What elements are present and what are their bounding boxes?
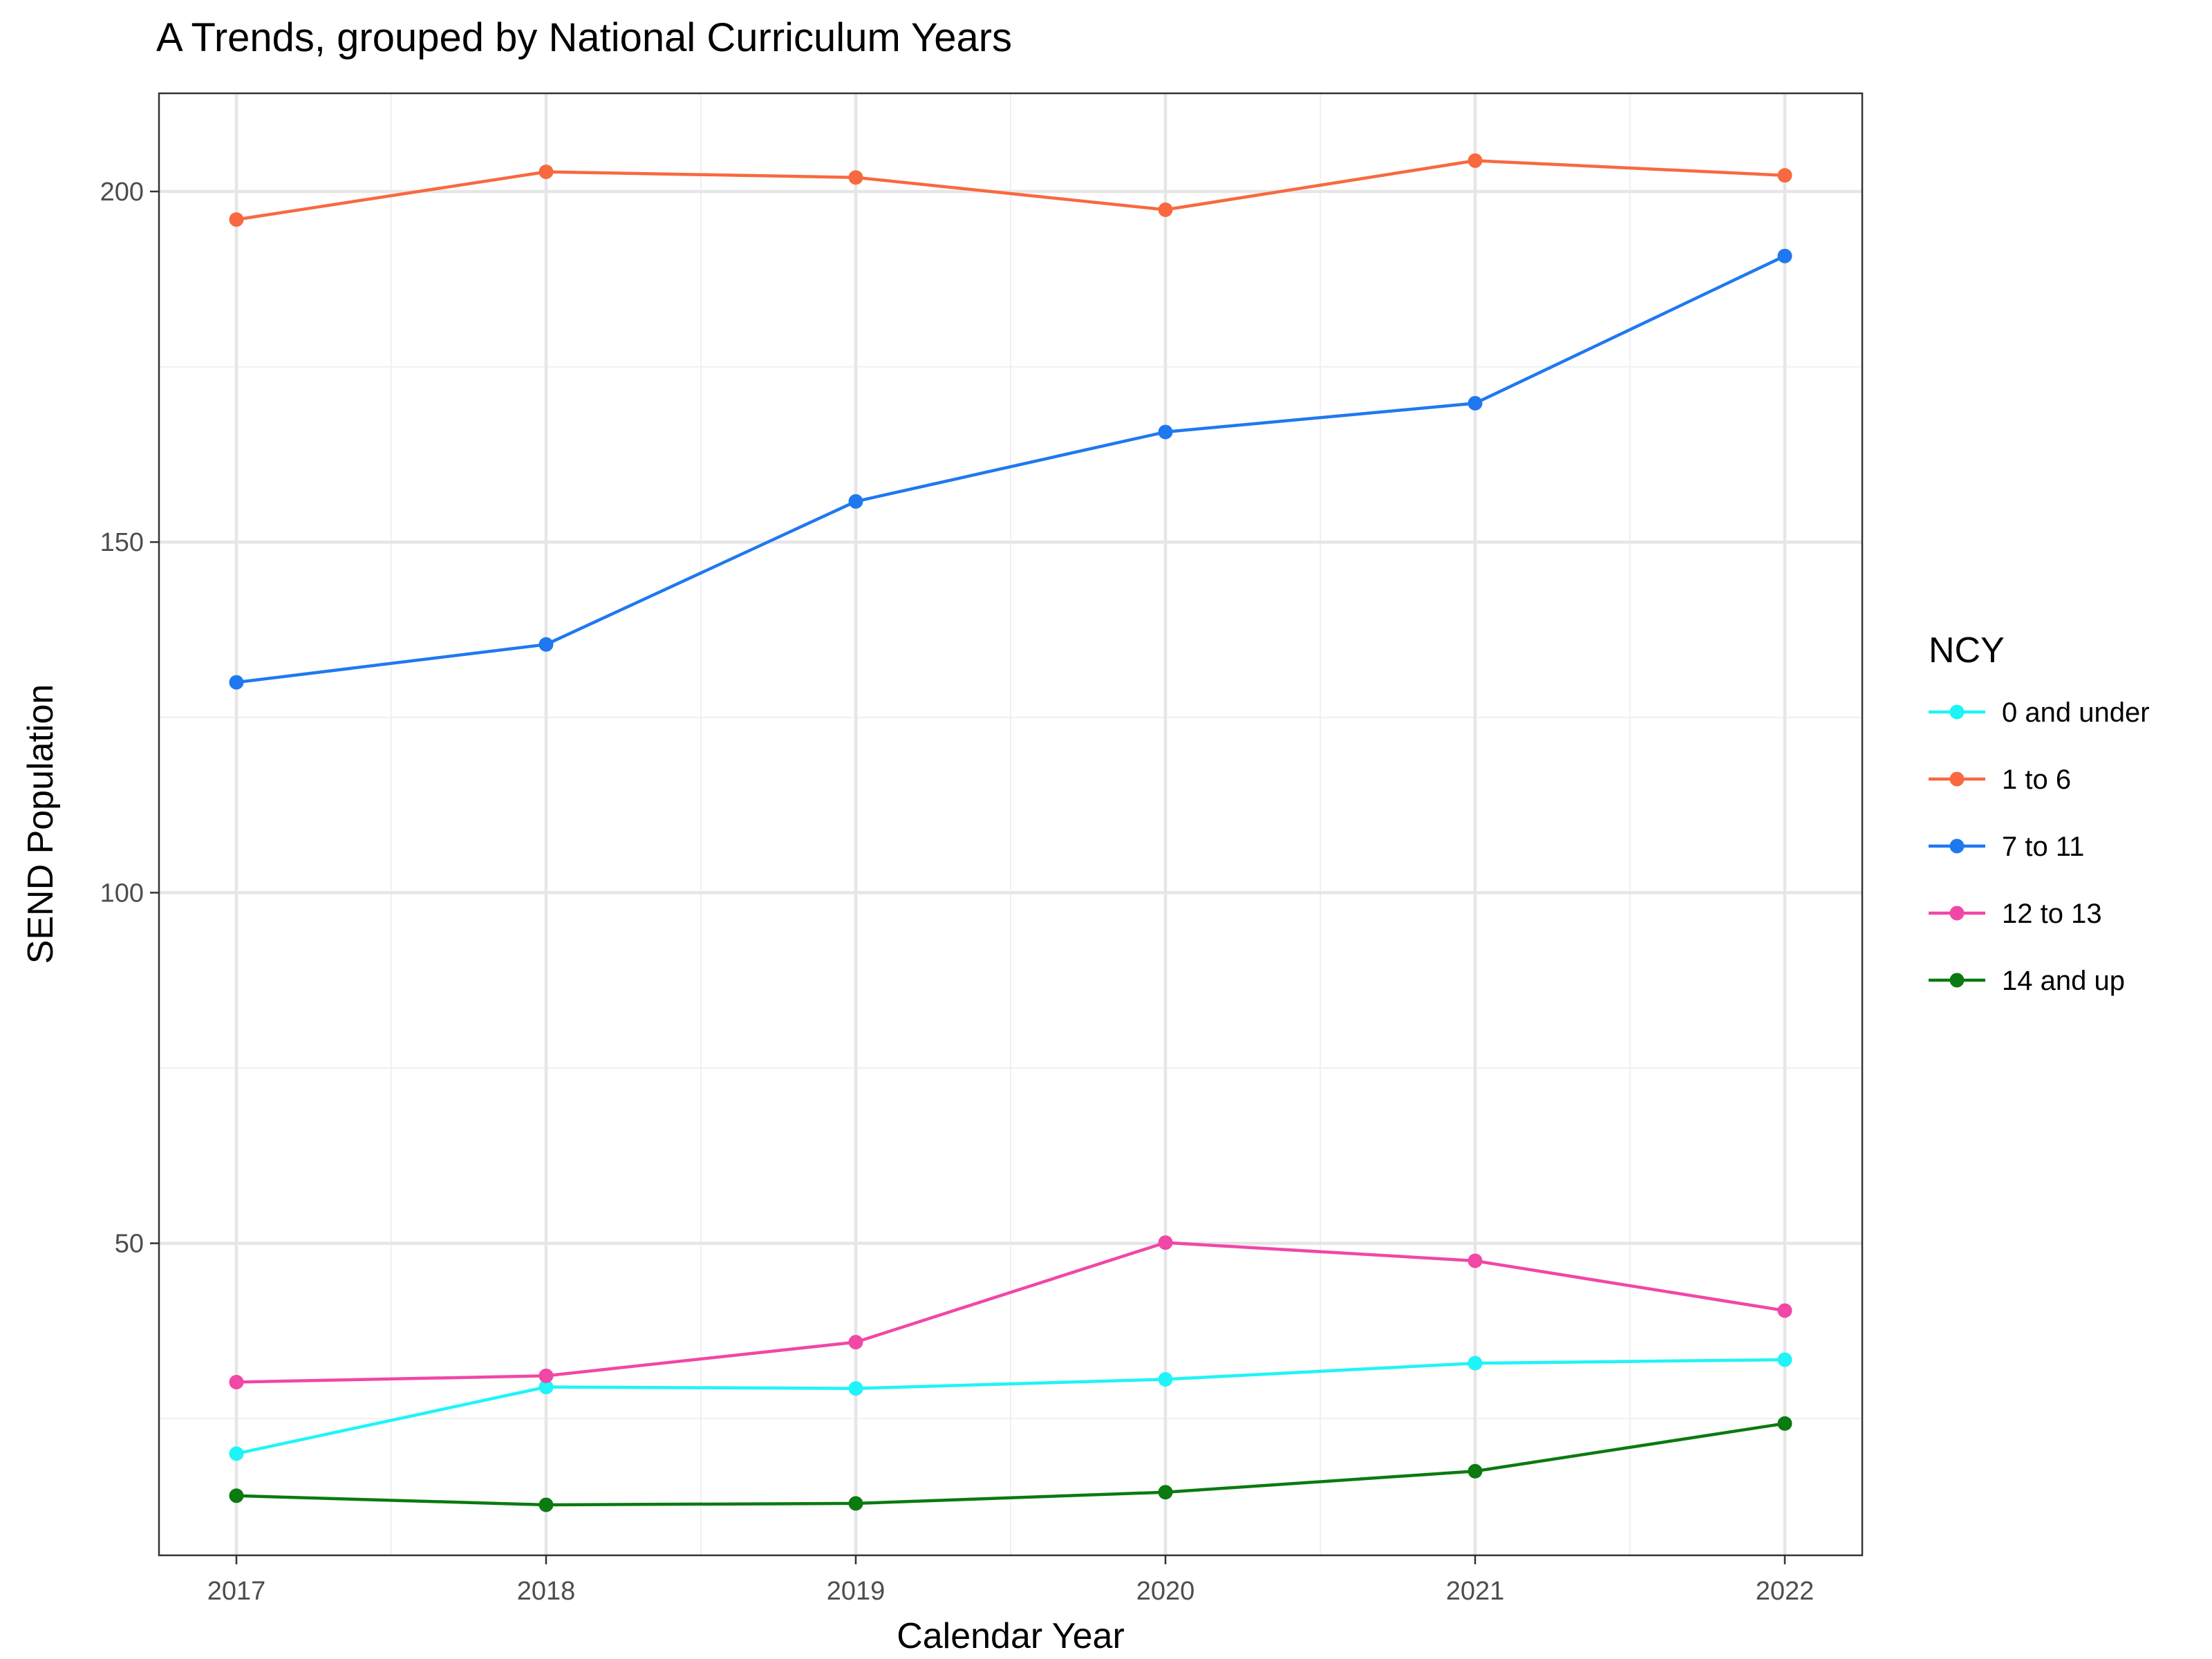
y-axis: 50 100 150 200 (100, 178, 159, 1259)
data-point (229, 212, 244, 227)
legend-swatch-point (1949, 704, 1965, 720)
data-point (1468, 1463, 1483, 1479)
series-layer (229, 153, 1792, 1512)
data-point (848, 1496, 863, 1511)
x-tick-label: 2018 (517, 1577, 576, 1606)
legend-item: 7 to 11 (1929, 832, 2084, 862)
series-1 (229, 153, 1792, 227)
data-point (1777, 248, 1792, 263)
legend-title: NCY (1929, 630, 2005, 671)
legend-swatch-point (1949, 906, 1965, 921)
minor-gridlines (159, 93, 1862, 1555)
data-point (1777, 1416, 1792, 1431)
legend-swatch-point (1949, 973, 1965, 988)
legend-label: 12 to 13 (2002, 899, 2102, 929)
data-point (1468, 395, 1483, 411)
x-axis-title: Calendar Year (897, 1616, 1125, 1656)
data-point (229, 675, 244, 690)
legend-swatch-point (1949, 838, 1965, 854)
data-point (1158, 1485, 1173, 1500)
data-point (538, 165, 554, 180)
data-point (848, 170, 863, 185)
data-point (229, 1446, 244, 1461)
series-line (236, 159, 1785, 221)
legend-swatch-point (1949, 771, 1965, 787)
series-4 (229, 1416, 1792, 1512)
x-tick-label: 2020 (1136, 1577, 1195, 1606)
legend-label: 0 and under (2002, 697, 2150, 728)
legend-item: 1 to 6 (1929, 765, 2071, 795)
data-point (1158, 1235, 1173, 1250)
y-tick-label: 100 (100, 879, 144, 908)
x-tick-label: 2021 (1446, 1577, 1505, 1606)
data-point (848, 1335, 863, 1350)
series-line (236, 254, 1785, 684)
legend-item: 14 and up (1929, 966, 2125, 996)
data-point (538, 1380, 554, 1395)
data-point (1777, 1303, 1792, 1318)
series-line (236, 1241, 1785, 1384)
legend-item: 0 and under (1929, 697, 2150, 728)
y-axis-title: SEND Population (21, 684, 61, 964)
data-point (229, 1374, 244, 1389)
series-2 (229, 248, 1792, 690)
data-point (1158, 202, 1173, 217)
data-point (1158, 424, 1173, 440)
legend-label: 14 and up (2002, 966, 2125, 996)
series-0 (229, 1352, 1792, 1461)
legend: NCY 0 and under 1 to 6 7 to 11 12 to 13 14 a… (1929, 630, 2150, 996)
data-point (538, 1368, 554, 1383)
data-point (1158, 1371, 1173, 1387)
data-point (229, 1488, 244, 1503)
y-tick-label: 200 (100, 178, 144, 207)
data-point (1468, 1356, 1483, 1371)
chart-title: A Trends, grouped by National Curriculum… (156, 15, 1012, 60)
data-point (1777, 168, 1792, 183)
x-tick-label: 2017 (207, 1577, 266, 1606)
series-line (236, 1358, 1785, 1456)
legend-item: 12 to 13 (1929, 899, 2102, 929)
data-point (848, 494, 863, 509)
legend-label: 7 to 11 (2002, 832, 2084, 862)
legend-label: 1 to 6 (2002, 765, 2071, 795)
data-point (1777, 1352, 1792, 1367)
data-point (848, 1381, 863, 1396)
y-tick-label: 50 (115, 1230, 144, 1259)
y-tick-label: 150 (100, 528, 144, 557)
series-line (236, 1422, 1785, 1507)
major-gridlines (159, 93, 1862, 1555)
x-tick-label: 2019 (827, 1577, 885, 1606)
data-point (538, 637, 554, 652)
x-axis: 2017 2018 2019 2020 2021 2022 (207, 1555, 1815, 1606)
data-point (1468, 1253, 1483, 1268)
x-tick-label: 2022 (1756, 1577, 1815, 1606)
data-point (538, 1497, 554, 1512)
series-3 (229, 1235, 1792, 1389)
plot-panel-border (158, 92, 1864, 1557)
data-point (1468, 153, 1483, 168)
